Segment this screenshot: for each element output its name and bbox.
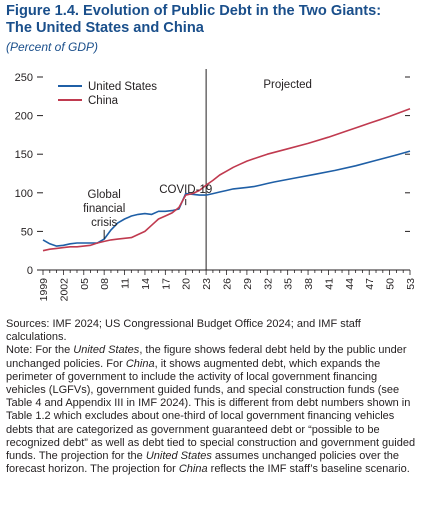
y-tick-label: 200 — [15, 111, 33, 123]
legend-label: China — [88, 95, 119, 107]
y-tick-label: 150 — [15, 149, 33, 161]
x-tick-label: 53 — [405, 278, 417, 290]
y-tick-label: 0 — [27, 265, 33, 277]
note-text: Note: For the United States, the figure … — [6, 344, 418, 476]
x-tick-label: 41 — [323, 278, 335, 290]
x-tick-label: 05 — [79, 278, 91, 290]
figure-subtitle: (Percent of GDP) — [6, 40, 99, 54]
x-tick-label: 20 — [181, 278, 193, 290]
y-tick-label: 50 — [21, 226, 33, 238]
x-tick-label: 14 — [140, 278, 152, 290]
legend-label: United States — [88, 81, 157, 93]
note-text-part: , the figure shows federal debt held by … — [6, 344, 407, 370]
notes-section: Sources: IMF 2024; US Congressional Budg… — [6, 318, 418, 476]
x-tick-label: 47 — [364, 278, 376, 290]
x-tick-label: 35 — [283, 278, 295, 290]
x-tick-label: 23 — [201, 278, 213, 290]
figure-title-line2: The United States and China — [6, 20, 204, 36]
note-text-part: assumes unchanged policies over the fore… — [6, 450, 399, 476]
x-tick-label: 17 — [160, 278, 172, 290]
debt-line-chart: 0 50 100 150 200 250 1999 2002 05 08 11 14 17 20 23 26 2… — [15, 69, 417, 302]
x-tick-label: 29 — [242, 278, 254, 290]
sources-text: Sources: IMF 2024; US Congressional Budg… — [6, 318, 361, 344]
y-tick-label: 100 — [15, 188, 33, 200]
note-text-part: reflects the IMF staff’s baseline scenar… — [207, 463, 410, 476]
annotation-label: Global — [88, 189, 121, 201]
x-tick-label: 44 — [344, 278, 356, 290]
y-tick-label: 250 — [15, 72, 33, 84]
note-text-part: China — [178, 463, 208, 476]
figure-title: Figure 1.4. Evolution of Public Debt in … — [6, 3, 416, 37]
note-text-part: United States — [73, 344, 140, 357]
x-tick-label: 08 — [99, 278, 111, 290]
x-tick-label: 11 — [120, 278, 132, 289]
series-line-china — [42, 107, 411, 252]
x-tick-label: 2002 — [58, 278, 70, 302]
x-tick-label: 1999 — [38, 278, 50, 302]
annotation-label: financial — [83, 203, 125, 215]
note-text-part: United States — [145, 450, 212, 463]
annotation-label: Projected — [263, 79, 312, 91]
figure-title-line1: Figure 1.4. Evolution of Public Debt in … — [6, 3, 382, 19]
note-text-part: , it shows augmented debt, which expands… — [6, 357, 416, 463]
x-tick-label: 38 — [303, 278, 315, 290]
note-text-part: China — [125, 357, 155, 370]
x-tick-label: 26 — [222, 278, 234, 290]
annotation-label: COVID-19 — [159, 184, 212, 196]
x-tick-label: 50 — [385, 278, 397, 290]
note-text-part: Note: For the — [6, 344, 74, 357]
x-tick-label: 32 — [262, 278, 274, 290]
annotation-label: crisis — [91, 217, 117, 229]
